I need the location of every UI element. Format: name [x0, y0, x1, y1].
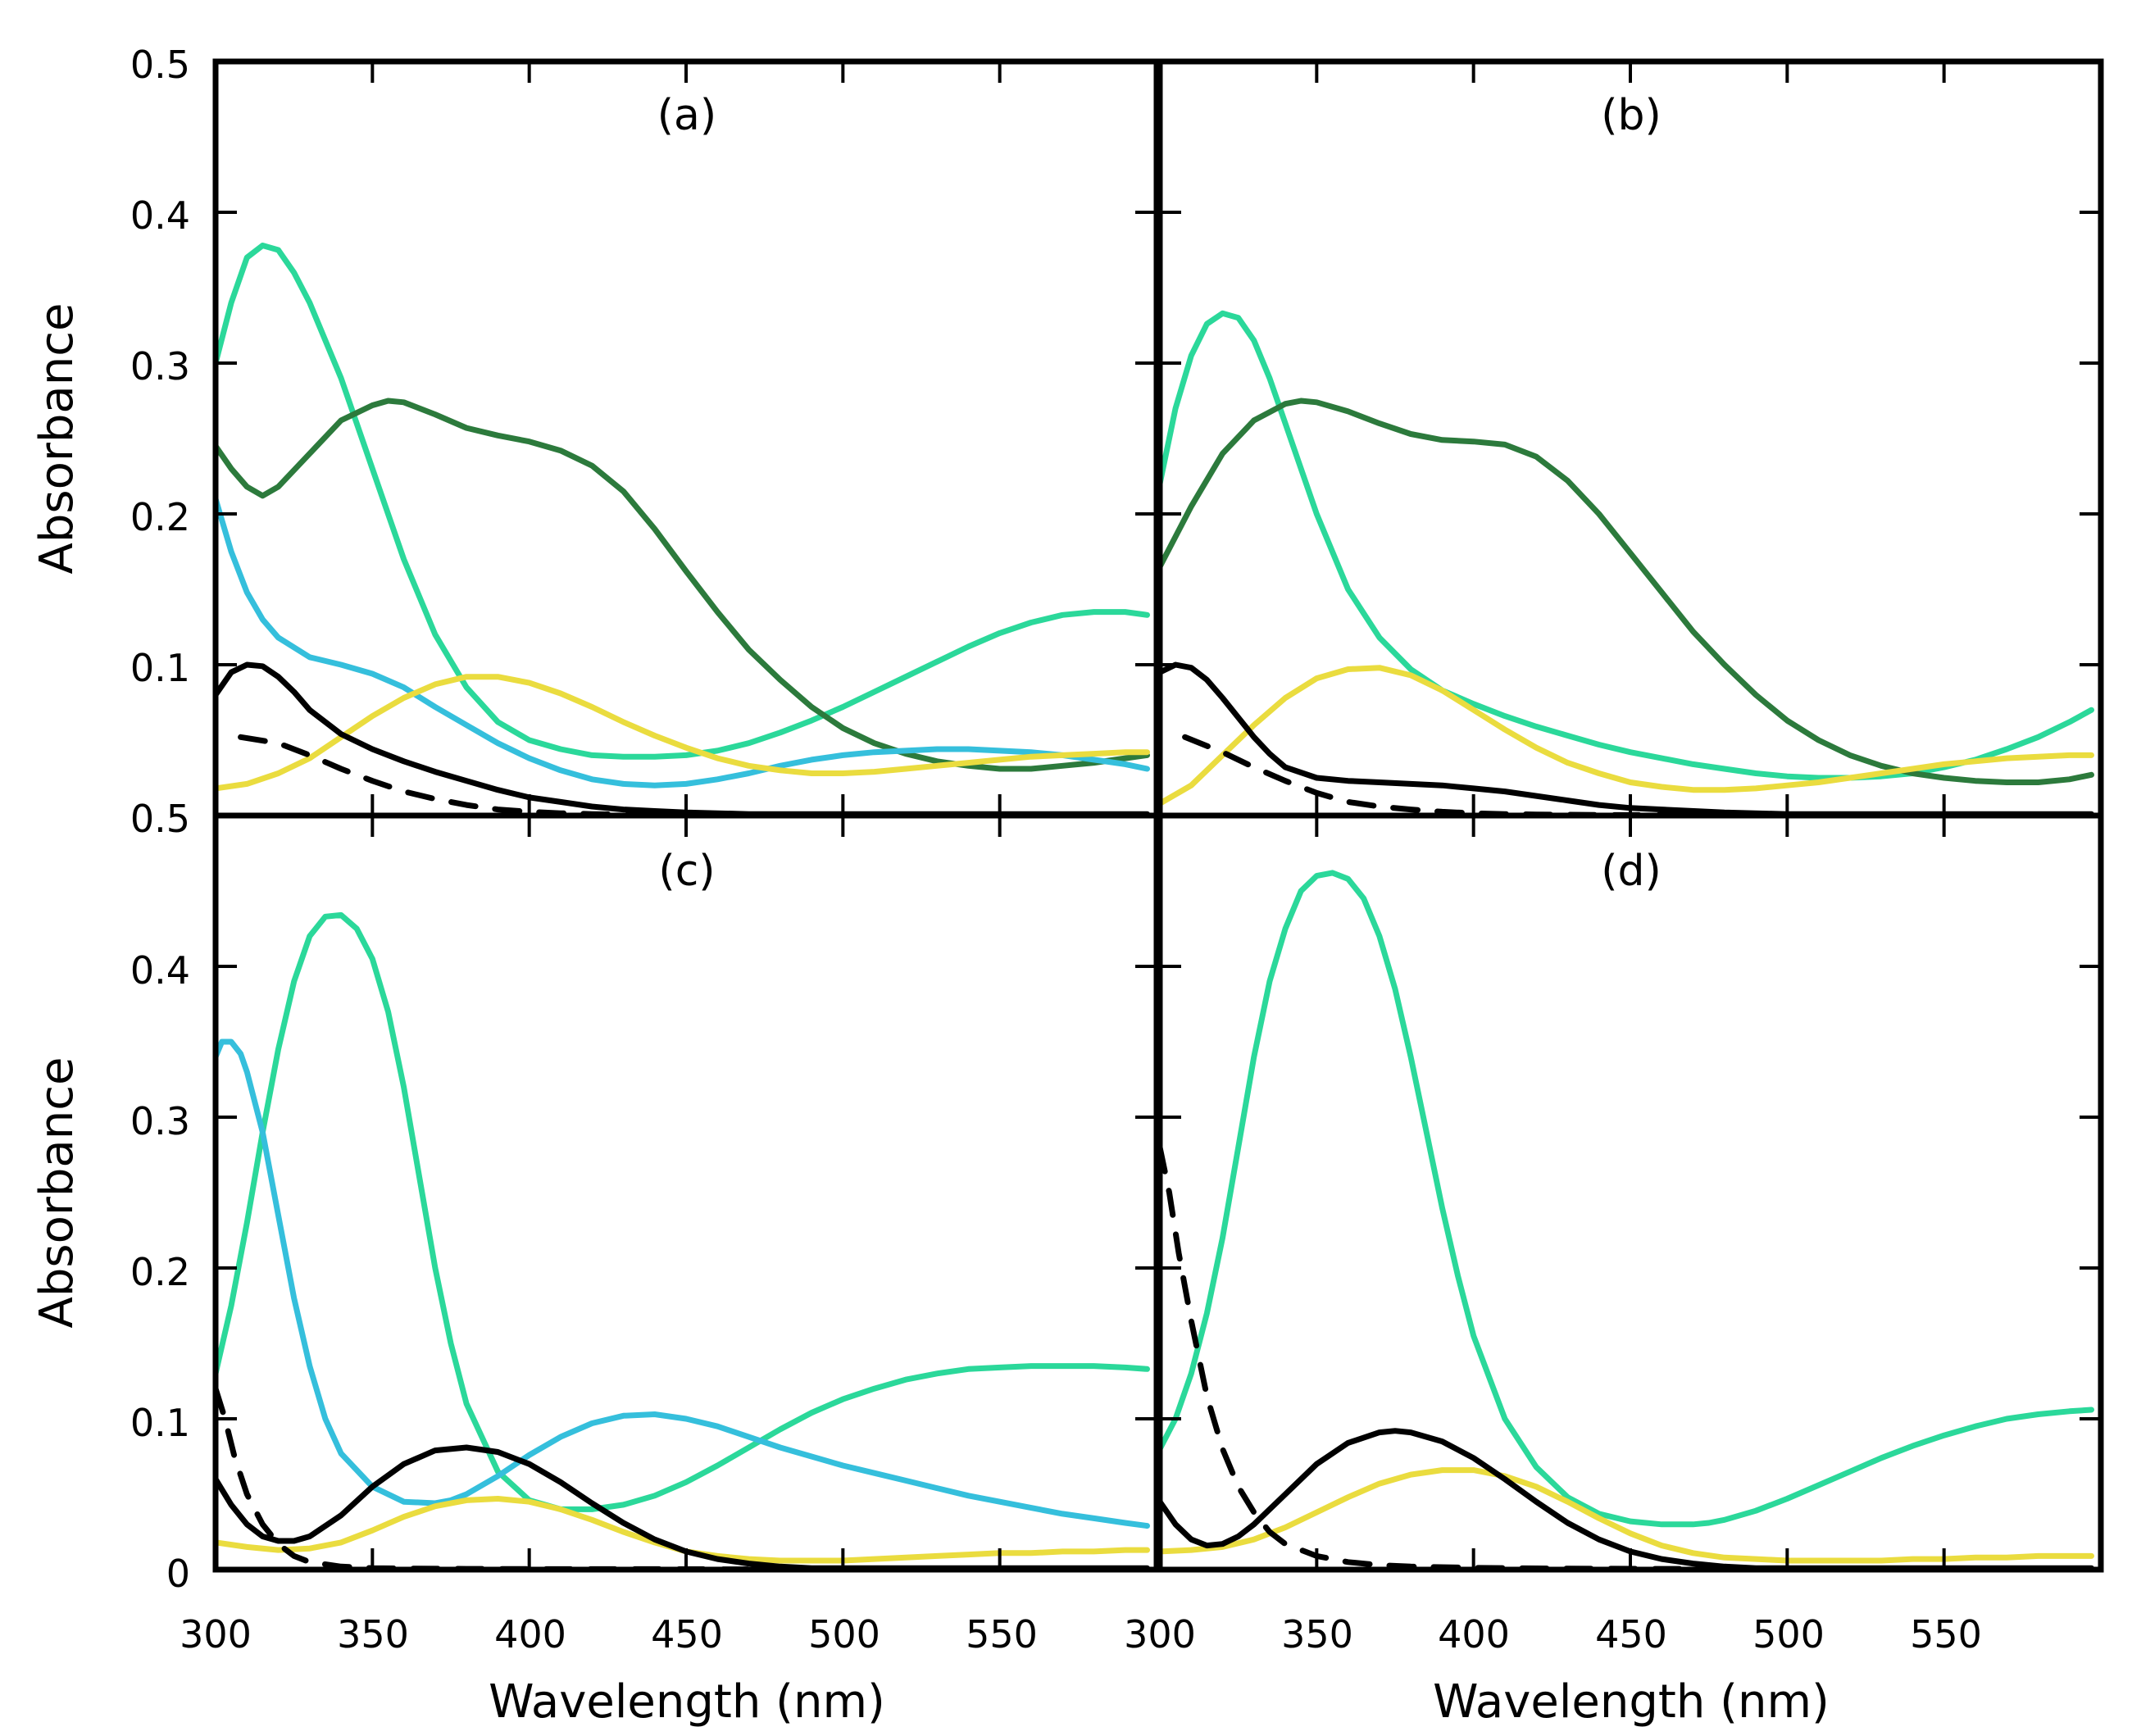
y-tick-label: 0.1 — [130, 646, 190, 690]
axes-layer — [212, 58, 2104, 1573]
series-yellow — [1160, 665, 2094, 807]
y-tick-label: 0.4 — [130, 948, 190, 993]
series-black-solid — [216, 661, 1150, 816]
x-tick-label: 500 — [1752, 1612, 1825, 1656]
series-group — [216, 243, 1150, 816]
series-teal-green — [1160, 870, 2094, 1528]
y-tick-label: 0.3 — [130, 344, 190, 389]
x-tick-label: 550 — [1910, 1612, 1982, 1656]
x-tick-label: 300 — [180, 1612, 252, 1656]
y-axis-title-top: Absorbance — [30, 303, 84, 575]
y-tick-label: 0.2 — [130, 1250, 190, 1294]
panel-d — [1157, 812, 2104, 1573]
x-tick-label: 350 — [1281, 1612, 1353, 1656]
panel-frame — [212, 58, 1160, 819]
x-tick-label: 300 — [1124, 1612, 1196, 1656]
series-yellow — [216, 674, 1150, 792]
x-tick-label: 550 — [966, 1612, 1038, 1656]
series-black-solid — [1160, 1428, 2094, 1570]
y-axis-title-bottom: Absorbance — [30, 1057, 84, 1329]
panel-frame — [212, 812, 1160, 1573]
y-tick-label: 0 — [166, 1552, 190, 1596]
x-axis-title-left: Wavelength (nm) — [489, 1675, 885, 1729]
panel-label-d: (d) — [1601, 847, 1662, 896]
x-tick-label: 350 — [337, 1612, 409, 1656]
series-black-dashed — [238, 734, 1150, 816]
x-tick-label: 500 — [808, 1612, 880, 1656]
series-cyan — [216, 1038, 1150, 1529]
panel-c — [212, 812, 1160, 1573]
series-group — [1160, 870, 2094, 1570]
y-tick-label: 0.5 — [130, 43, 190, 87]
series-group — [1160, 310, 2094, 816]
series-teal-green — [216, 243, 1150, 760]
panel-b — [1157, 58, 2104, 819]
x-tick-label: 450 — [651, 1612, 723, 1656]
x-tick-label: 450 — [1595, 1612, 1667, 1656]
y-tick-label: 0.2 — [130, 495, 190, 539]
panel-a — [212, 58, 1160, 819]
y-tick-label: 0.5 — [130, 797, 190, 841]
x-tick-label: 400 — [494, 1612, 566, 1656]
x-tick-label: 400 — [1438, 1612, 1510, 1656]
series-cyan — [216, 496, 1150, 788]
series-teal-green — [1160, 310, 2094, 781]
panel-label-a: (a) — [657, 91, 716, 140]
y-tick-label: 0.3 — [130, 1099, 190, 1143]
series-dark-green — [1160, 398, 2094, 785]
panel-label-b: (b) — [1601, 91, 1662, 140]
panel-frame — [1157, 812, 2104, 1573]
panel-frame — [1157, 58, 2104, 819]
y-tick-label: 0.1 — [130, 1401, 190, 1445]
panel-label-c: (c) — [658, 847, 715, 896]
y-tick-label: 0.4 — [130, 193, 190, 238]
series-group — [216, 911, 1150, 1570]
series-dark-green — [216, 398, 1150, 772]
series-black-dashed — [1160, 1144, 2094, 1570]
x-axis-title-right: Wavelength (nm) — [1433, 1675, 1830, 1729]
